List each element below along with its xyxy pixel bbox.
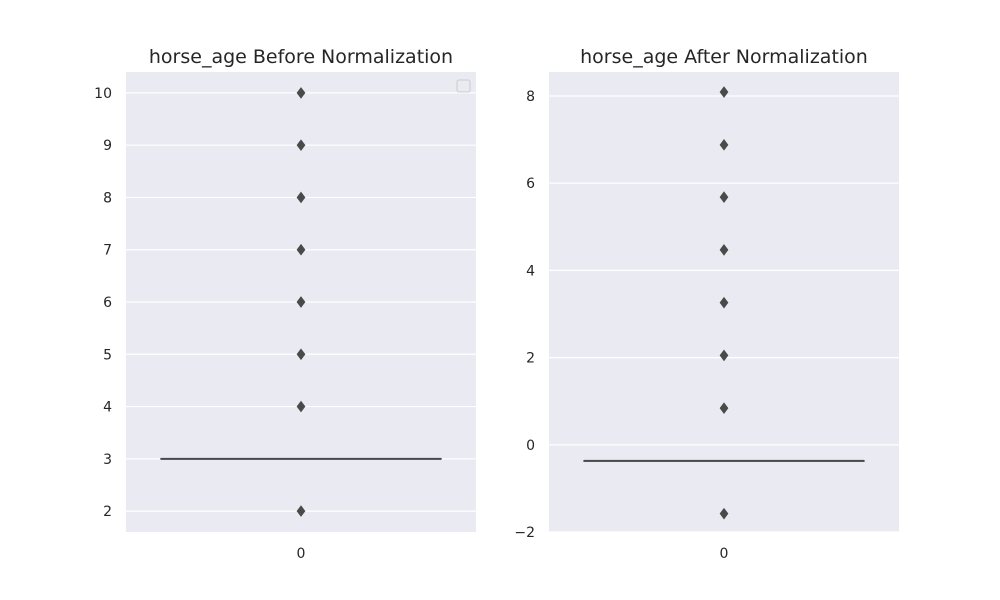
y-tick-label: 0 [526,438,535,454]
outlier-point [719,191,729,203]
y-tick-label: −2 [514,525,535,541]
y-tick-label: 2 [103,504,112,520]
outlier-point [296,505,306,517]
empty-legend-box [456,79,471,93]
outlier-point [719,507,729,520]
x-ticks-before: 0 [297,546,306,562]
outlier-point [296,191,306,204]
y-tick-label: 7 [103,243,112,259]
y-tick-label: 4 [103,400,112,416]
y-tick-label: 8 [103,190,112,206]
y-tick-label: 10 [94,86,112,102]
x-tick-label: 0 [297,546,306,562]
outlier-point [296,139,306,152]
outlier-point [296,348,306,361]
outlier-point [719,402,729,415]
y-tick-label: 3 [103,452,112,468]
outlier-point [296,243,306,256]
y-tick-label: 8 [526,89,535,105]
y-tick-label: 9 [103,138,112,154]
outlier-point [719,296,729,309]
x-ticks-after: 0 [720,546,729,562]
x-tick-label: 0 [720,546,729,562]
outlier-point [719,138,729,151]
outlier-point [719,349,729,362]
chart-title-after: horse_age After Normalization [580,46,868,68]
y-ticks-before: 2 3 4 5 6 7 8 9 10 [94,86,112,520]
outlier-point [296,296,306,308]
chart-panel-before: 2 3 4 5 6 7 8 9 10 0 horse_age Before Normalizat… [94,46,476,562]
chart-title-before: horse_age Before Normalization [149,46,453,68]
chart-panel-after: −2 0 2 4 6 8 0 horse_age After Normalization [514,46,899,562]
outlier-point [719,86,729,98]
outlier-point [296,400,306,413]
marks-before [160,87,442,517]
y-ticks-after: −2 0 2 4 6 8 [514,89,535,541]
outlier-point [719,244,729,256]
y-tick-label: 4 [526,263,535,279]
y-tick-label: 6 [526,176,535,192]
marks-after [583,86,865,520]
y-tick-label: 6 [103,295,112,311]
y-tick-label: 2 [526,351,535,367]
outlier-point [296,87,306,99]
y-tick-label: 5 [103,347,112,363]
